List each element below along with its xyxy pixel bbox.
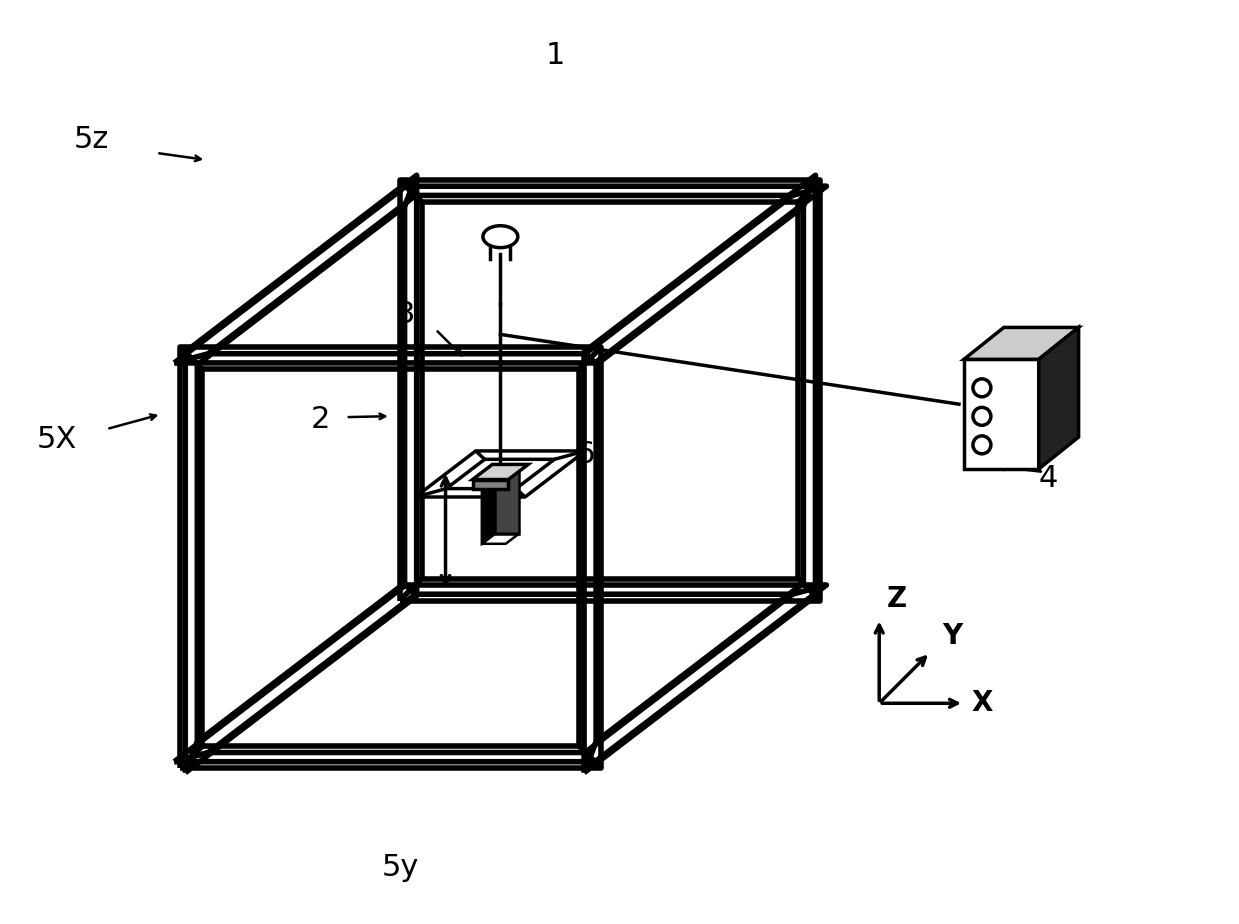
- Text: 1: 1: [545, 41, 565, 69]
- Polygon shape: [964, 327, 1079, 359]
- Text: 6: 6: [575, 440, 595, 468]
- Polygon shape: [482, 469, 494, 544]
- Text: 5z: 5z: [74, 126, 109, 154]
- Text: X: X: [971, 689, 994, 717]
- Polygon shape: [964, 359, 1038, 469]
- Polygon shape: [472, 480, 508, 490]
- Polygon shape: [472, 465, 528, 480]
- Text: 2: 2: [311, 405, 331, 433]
- Text: Z: Z: [887, 585, 907, 613]
- Text: 3: 3: [396, 300, 415, 329]
- Polygon shape: [1038, 327, 1079, 469]
- Text: 4: 4: [1040, 465, 1058, 493]
- Text: 5y: 5y: [382, 853, 419, 882]
- Text: Y: Y: [943, 623, 963, 650]
- Polygon shape: [494, 469, 519, 534]
- Text: 5X: 5X: [37, 424, 77, 454]
